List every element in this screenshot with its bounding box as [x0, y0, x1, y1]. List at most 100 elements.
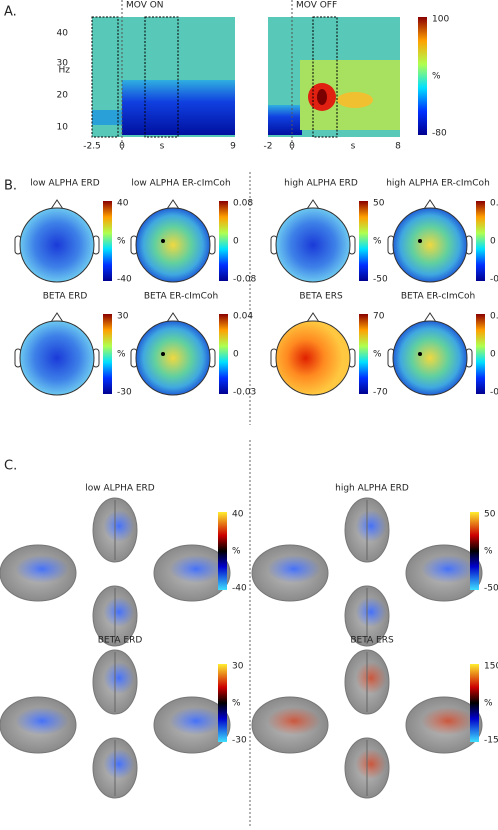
activation: [421, 707, 475, 735]
nose: [50, 312, 64, 323]
nose: [166, 199, 180, 210]
colorbar: [359, 201, 368, 281]
activation: [15, 555, 69, 583]
colorbar: [476, 201, 485, 281]
label: 0.04: [233, 312, 253, 322]
label: -0.08: [233, 275, 257, 285]
label: 40: [117, 199, 129, 209]
colorbar: [418, 17, 427, 135]
label: -50: [484, 584, 498, 594]
colorbar: [103, 314, 112, 394]
colorbar: [219, 314, 228, 394]
label: 0: [233, 237, 239, 247]
label: 0: [490, 350, 496, 360]
label: 0: [119, 142, 125, 152]
label: BETA ERD: [43, 292, 88, 302]
label: low ALPHA ER-cImCoh: [131, 179, 230, 189]
label: 0.08: [233, 199, 253, 209]
label: -30: [117, 388, 132, 398]
scalp-map: [275, 207, 351, 283]
label: C.: [4, 459, 17, 474]
label: %: [373, 237, 382, 247]
label: %: [432, 72, 441, 82]
label: 20: [57, 91, 69, 101]
label: %: [117, 350, 126, 360]
label: -70: [373, 388, 388, 398]
label: high ALPHA ER-cImCoh: [386, 179, 490, 189]
label: s: [351, 142, 356, 152]
nose: [423, 312, 437, 323]
label: 0: [490, 237, 496, 247]
label: %: [484, 699, 493, 709]
colorbar: [219, 201, 228, 281]
label: B.: [4, 179, 17, 194]
label: high ALPHA ERD: [335, 484, 409, 494]
label: BETA ERS: [350, 636, 394, 646]
activation: [267, 707, 321, 735]
label: s: [160, 142, 165, 152]
activation: [103, 749, 135, 779]
label: %: [484, 547, 493, 557]
colorbar: [218, 664, 227, 742]
nose: [423, 199, 437, 210]
scalp-map: [392, 320, 468, 396]
label: 30: [232, 662, 244, 672]
seed: [161, 352, 165, 356]
label: 40: [57, 29, 69, 39]
colorbar: [218, 512, 227, 590]
label: 8: [395, 142, 401, 152]
activation: [103, 510, 135, 542]
label: -50: [373, 275, 388, 285]
label: low ALPHA ERD: [30, 179, 100, 189]
activation: [355, 662, 387, 694]
label: MOV ON: [126, 1, 164, 11]
nose: [166, 312, 180, 323]
nose: [50, 199, 64, 210]
label: high ALPHA ERD: [284, 179, 358, 189]
label: BETA ERS: [299, 292, 343, 302]
activation: [103, 597, 135, 627]
activation: [169, 555, 223, 583]
scalp-map: [135, 320, 211, 396]
nose: [306, 312, 320, 323]
activation: [421, 555, 475, 583]
label: %: [232, 699, 241, 709]
label: 30: [57, 59, 69, 69]
desync-band: [268, 105, 302, 135]
label: A.: [4, 5, 17, 20]
activation: [355, 749, 387, 779]
label: 0: [289, 142, 295, 152]
label: 50: [484, 510, 496, 520]
label: -0.03: [233, 388, 256, 398]
window: [312, 16, 338, 138]
activation: [355, 510, 387, 542]
label: %: [117, 237, 126, 247]
label: 100: [432, 15, 449, 25]
activation: [169, 707, 223, 735]
nose: [306, 199, 320, 210]
colorbar: [476, 314, 485, 394]
seed: [161, 239, 165, 243]
activation: [103, 662, 135, 694]
label: 0: [233, 350, 239, 360]
label: BETA ER-cImCoh: [401, 292, 475, 302]
label: 9: [230, 142, 236, 152]
scalp-map: [135, 207, 211, 283]
label: 0.1: [490, 199, 498, 209]
window: [144, 16, 179, 138]
scalp-map: [19, 207, 95, 283]
activation: [355, 597, 387, 627]
label: -0.1: [490, 388, 498, 398]
seed: [418, 239, 422, 243]
colorbar: [470, 512, 479, 590]
scalp-map: [275, 320, 351, 396]
label: -150: [484, 736, 498, 746]
activation: [15, 707, 69, 735]
scalp-map: [392, 207, 468, 283]
label: 10: [57, 123, 69, 133]
label: -2.5: [83, 142, 101, 152]
colorbar: [359, 314, 368, 394]
activation: [267, 555, 321, 583]
label: 150: [484, 662, 498, 672]
